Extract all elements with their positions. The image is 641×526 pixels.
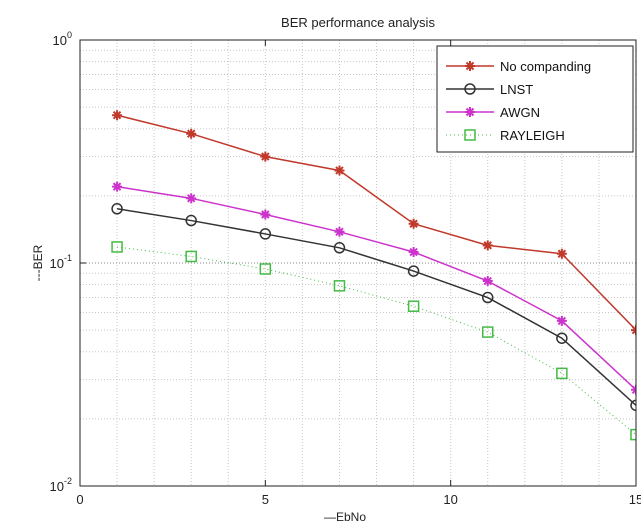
x-tick-label: 0	[76, 492, 83, 507]
series-line-awgn	[116, 185, 636, 391]
data-point	[556, 248, 567, 259]
data-point	[185, 214, 197, 227]
data-point	[408, 218, 419, 229]
data-point	[464, 129, 476, 141]
data-point	[259, 263, 272, 275]
x-tick-label: 15	[629, 492, 641, 507]
x-ticks: 0 5 10 15	[76, 40, 641, 507]
data-point	[408, 247, 419, 258]
data-point	[259, 228, 272, 240]
x-axis-label: —EbNo	[324, 510, 366, 524]
data-point	[111, 203, 123, 215]
data-point	[112, 110, 123, 121]
series-markers	[111, 110, 636, 441]
data-point	[407, 265, 420, 277]
data-point	[333, 242, 346, 254]
x-tick-label: 5	[262, 492, 269, 507]
series-line-rayleigh	[117, 246, 636, 435]
data-point	[260, 209, 271, 220]
data-point	[334, 226, 345, 237]
grid	[80, 40, 636, 486]
data-point	[630, 428, 636, 441]
x-tick-label: 10	[443, 492, 457, 507]
chart-title: BER performance analysis	[281, 15, 435, 30]
legend-label-rayleigh: RAYLEIGH	[500, 128, 565, 143]
data-point	[464, 83, 476, 95]
data-point	[556, 367, 568, 380]
legend-label-lnst: LNST	[500, 82, 533, 97]
series-line-no-companding	[116, 114, 636, 331]
legend-label-awgn: AWGN	[500, 105, 540, 120]
data-point	[111, 241, 123, 253]
data-point	[186, 193, 197, 204]
data-point	[481, 291, 494, 304]
data-point	[482, 240, 493, 251]
data-point	[481, 326, 494, 338]
data-point	[185, 250, 197, 263]
data-point	[556, 315, 567, 326]
series-line-lnst	[116, 208, 636, 406]
series-lines	[116, 114, 636, 435]
data-point	[186, 128, 197, 139]
data-point	[482, 276, 493, 287]
data-point	[465, 61, 475, 71]
legend: No companding LNST AWGN RAYLEIGH	[436, 45, 634, 153]
data-point	[112, 181, 123, 192]
data-point	[465, 107, 475, 117]
data-point	[334, 165, 345, 176]
legend-label-no-companding: No companding	[500, 59, 591, 74]
y-axis-label: ---BER	[31, 244, 45, 281]
data-point	[407, 300, 420, 312]
data-point	[333, 280, 346, 292]
data-point	[260, 151, 271, 162]
data-point	[556, 332, 568, 344]
data-point	[630, 399, 636, 412]
